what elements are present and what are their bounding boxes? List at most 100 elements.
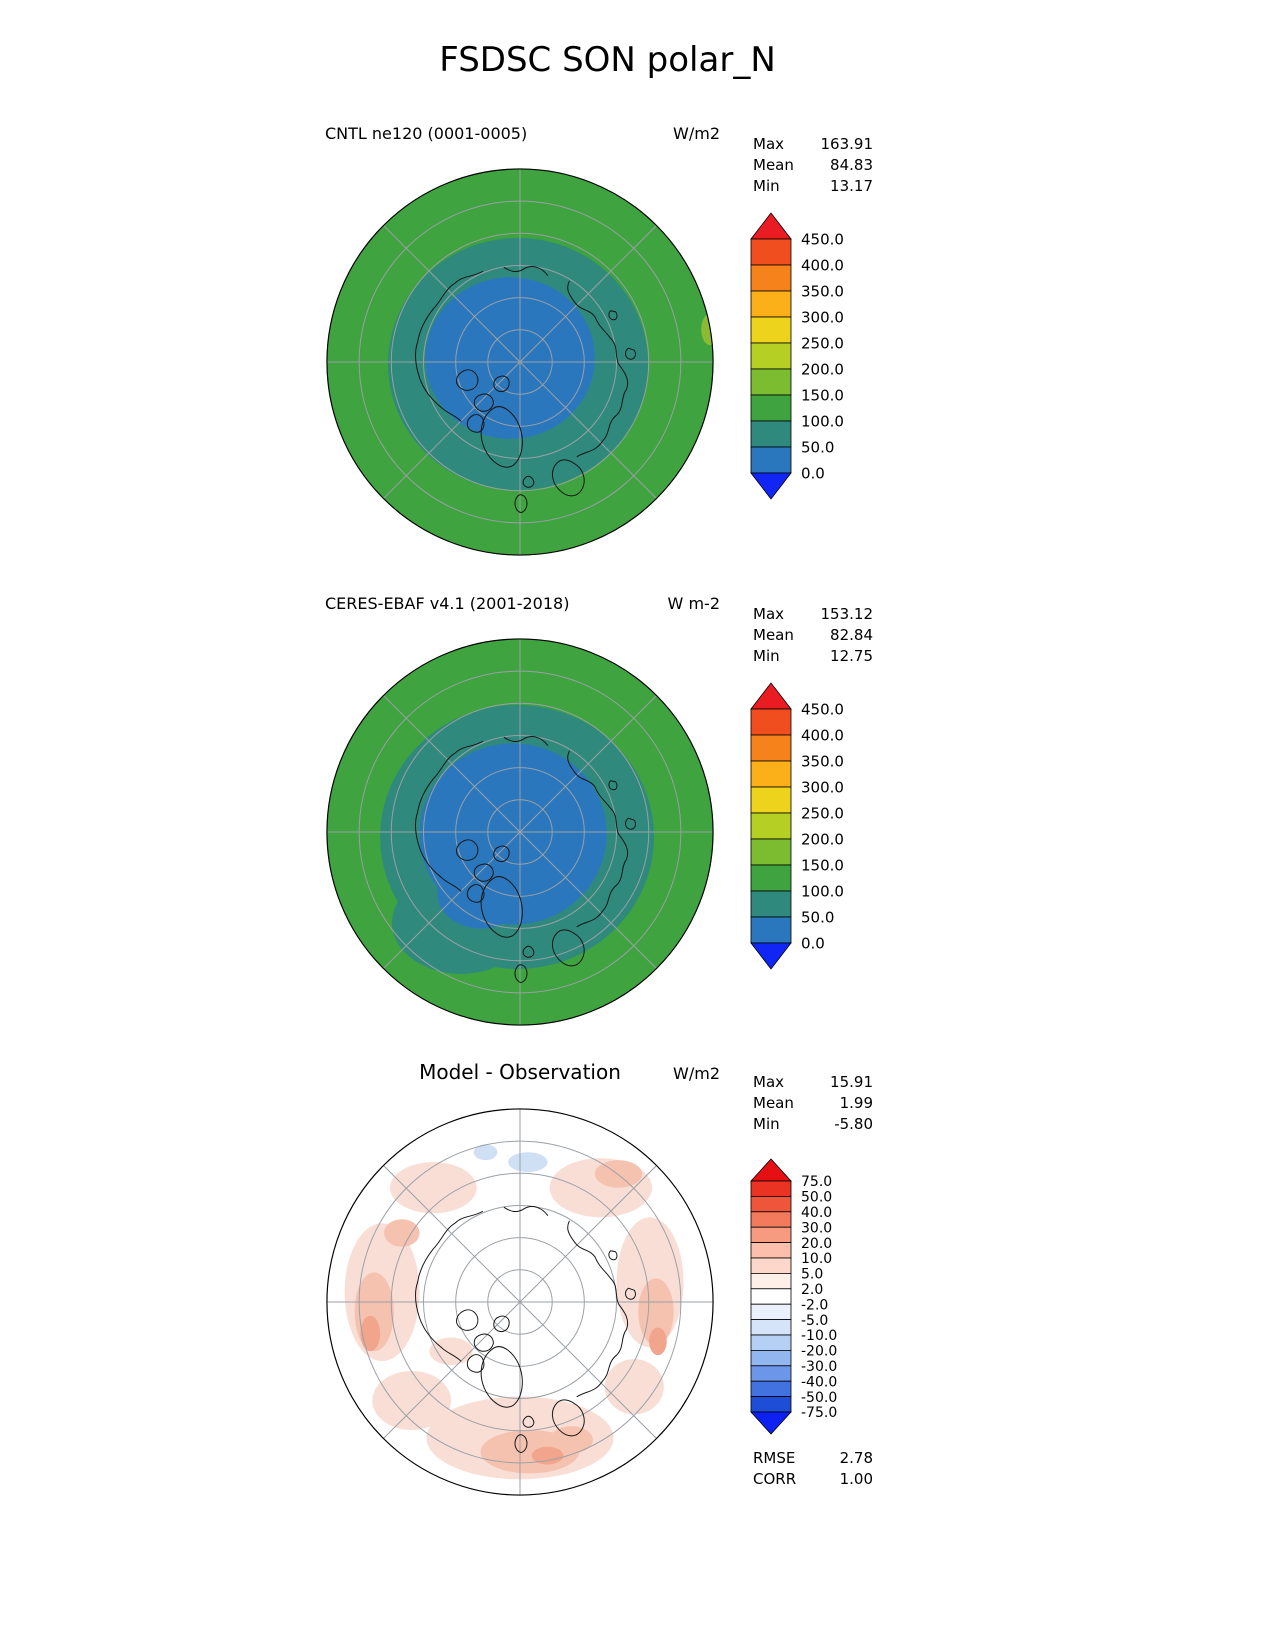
svg-text:5.0: 5.0 — [801, 1267, 823, 1283]
stat-row-max: Max 15.91 — [753, 1072, 873, 1093]
stat-value: 82.84 — [830, 626, 873, 644]
stat-value: 2.78 — [839, 1449, 873, 1467]
svg-text:450.0: 450.0 — [801, 701, 844, 719]
graticule — [326, 1108, 714, 1496]
stat-label: Min — [753, 177, 780, 195]
page-title: FSDSC SON polar_N — [439, 40, 776, 80]
panel-diff-title: Model - Observation — [419, 1060, 621, 1084]
svg-text:-10.0: -10.0 — [801, 1328, 837, 1344]
colorbar-diff: 75.0 50.0 40.0 30.0 20.0 10.0 5.0 2.0 -2.0 -5.0 -1… — [750, 1158, 865, 1439]
colorbar-svg: 75.050.040.030.020.010.05.02.0-2.0-5.0-1… — [750, 1158, 837, 1435]
stat-label: Mean — [753, 626, 794, 644]
svg-text:-75.0: -75.0 — [801, 1405, 837, 1421]
stats-block-obs: Max 153.12 Mean 82.84 Min 12.75 — [753, 604, 873, 667]
svg-text:-50.0: -50.0 — [801, 1390, 837, 1406]
stat-row-mean: Mean 82.84 — [753, 625, 873, 646]
stat-label: CORR — [753, 1470, 797, 1488]
stat-row-max: Max 163.91 — [753, 134, 873, 155]
polar-map-diff-svg — [326, 1108, 714, 1496]
stat-row-max: Max 153.12 — [753, 604, 873, 625]
stat-value: 153.12 — [820, 605, 874, 623]
stat-value: 15.91 — [830, 1073, 873, 1091]
stat-row-min: Min 13.17 — [753, 176, 873, 197]
panel-obs-units: W m-2 — [667, 594, 720, 613]
svg-text:20.0: 20.0 — [801, 1236, 832, 1252]
svg-text:250.0: 250.0 — [801, 335, 844, 353]
svg-text:150.0: 150.0 — [801, 387, 844, 405]
svg-text:30.0: 30.0 — [801, 1220, 832, 1236]
graticule — [326, 168, 714, 556]
panel-obs-title: CERES-EBAF v4.1 (2001-2018) — [325, 594, 570, 613]
svg-text:40.0: 40.0 — [801, 1205, 832, 1221]
svg-text:-20.0: -20.0 — [801, 1344, 837, 1360]
stat-row-mean: Mean 84.83 — [753, 155, 873, 176]
colorbar-svg: 450.0 400.0 350.0 300.0 250.0 200.0 150.0 100.0… — [750, 212, 844, 500]
panel-diff-units: W/m2 — [673, 1064, 720, 1083]
polar-map-obs-svg — [326, 638, 714, 1026]
colorbar-obs: 450.0 400.0 350.0 300.0 250.0 200.0 150.0 100.0… — [750, 682, 865, 974]
svg-text:100.0: 100.0 — [801, 883, 844, 901]
stat-label: Max — [753, 605, 785, 623]
stat-label: Mean — [753, 156, 794, 174]
svg-text:10.0: 10.0 — [801, 1251, 832, 1267]
svg-text:350.0: 350.0 — [801, 753, 844, 771]
stat-row-mean: Mean 1.99 — [753, 1093, 873, 1114]
stat-value: -5.80 — [834, 1115, 873, 1133]
svg-text:-40.0: -40.0 — [801, 1374, 837, 1390]
svg-text:0.0: 0.0 — [801, 935, 825, 953]
svg-text:50.0: 50.0 — [801, 1190, 832, 1206]
stat-row-min: Min -5.80 — [753, 1114, 873, 1135]
stat-value: 13.17 — [830, 177, 873, 195]
stat-row-corr: CORR 1.00 — [753, 1469, 873, 1490]
svg-text:200.0: 200.0 — [801, 831, 844, 849]
svg-text:75.0: 75.0 — [801, 1174, 832, 1190]
summary-stats: RMSE 2.78 CORR 1.00 — [753, 1448, 873, 1490]
stat-row-min: Min 12.75 — [753, 646, 873, 667]
polar-map-model — [323, 165, 717, 559]
colorbar-model: 450.0 400.0 350.0 300.0 250.0 200.0 150.0 100.0… — [750, 212, 865, 504]
stats-block-model: Max 163.91 Mean 84.83 Min 13.17 — [753, 134, 873, 197]
svg-text:300.0: 300.0 — [801, 779, 844, 797]
svg-text:-2.0: -2.0 — [801, 1297, 828, 1313]
stats-block-diff: Max 15.91 Mean 1.99 Min -5.80 — [753, 1072, 873, 1135]
coastlines — [414, 266, 636, 514]
svg-text:400.0: 400.0 — [801, 257, 844, 275]
stat-value: 163.91 — [820, 135, 874, 153]
stat-label: Max — [753, 135, 785, 153]
panel-model-units: W/m2 — [673, 124, 720, 143]
coastlines — [414, 736, 636, 984]
svg-text:150.0: 150.0 — [801, 857, 844, 875]
svg-text:300.0: 300.0 — [801, 309, 844, 327]
stat-label: Min — [753, 647, 780, 665]
stat-label: Max — [753, 1073, 785, 1091]
stat-value: 1.00 — [839, 1470, 873, 1488]
svg-text:50.0: 50.0 — [801, 909, 834, 927]
svg-text:100.0: 100.0 — [801, 413, 844, 431]
map-boundary — [326, 638, 714, 1026]
svg-text:400.0: 400.0 — [801, 727, 844, 745]
colorbar-svg: 450.0 400.0 350.0 300.0 250.0 200.0 150.0 100.0… — [750, 682, 844, 970]
svg-text:450.0: 450.0 — [801, 231, 844, 249]
stat-label: Min — [753, 1115, 780, 1133]
stat-label: RMSE — [753, 1449, 796, 1467]
stat-label: Mean — [753, 1094, 794, 1112]
svg-text:200.0: 200.0 — [801, 361, 844, 379]
svg-text:50.0: 50.0 — [801, 439, 834, 457]
polar-map-obs — [323, 635, 717, 1029]
svg-text:350.0: 350.0 — [801, 283, 844, 301]
map-boundary — [326, 1108, 714, 1496]
stat-row-rmse: RMSE 2.78 — [753, 1448, 873, 1469]
svg-text:2.0: 2.0 — [801, 1282, 823, 1298]
svg-text:0.0: 0.0 — [801, 465, 825, 483]
panel-model-title: CNTL ne120 (0001-0005) — [325, 124, 528, 143]
stat-value: 84.83 — [830, 156, 873, 174]
map-boundary — [326, 168, 714, 556]
stat-value: 1.99 — [839, 1094, 873, 1112]
svg-text:-30.0: -30.0 — [801, 1359, 837, 1375]
graticule — [326, 638, 714, 1026]
svg-text:250.0: 250.0 — [801, 805, 844, 823]
polar-map-model-svg — [326, 168, 714, 556]
svg-text:-5.0: -5.0 — [801, 1313, 828, 1329]
stat-value: 12.75 — [830, 647, 873, 665]
coastlines — [414, 1206, 636, 1454]
